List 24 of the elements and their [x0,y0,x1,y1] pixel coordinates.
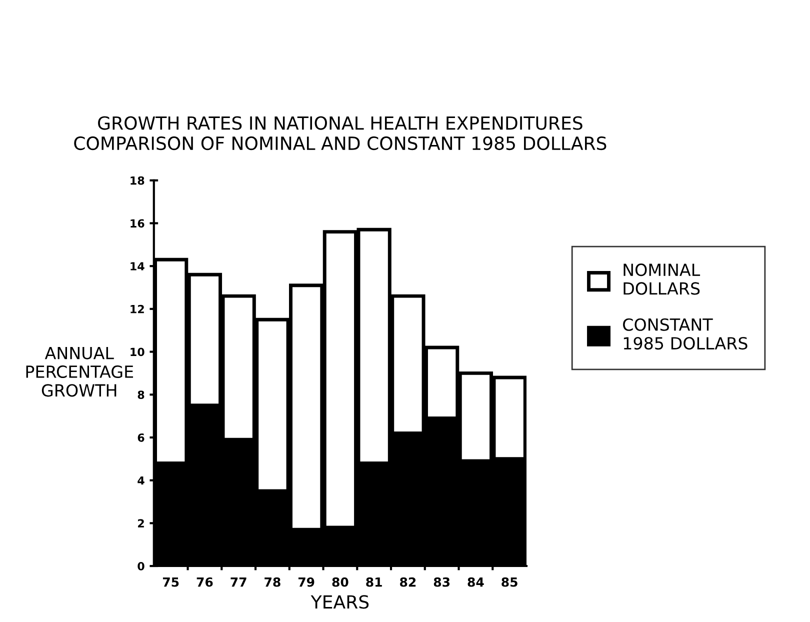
x-tick-label: 80 [332,577,348,587]
x-tick-label: 79 [298,577,314,587]
y-tick-label: 16 [130,219,144,228]
y-tick-label: 6 [138,433,144,442]
y-tick-label: 14 [130,262,144,270]
x-tick-label: 82 [400,577,416,587]
x-tick-label: 75 [162,578,179,587]
x-tick-label: 77 [230,578,246,587]
x-tick-label: 78 [264,577,280,587]
legend-label: NOMINAL DOLLARS [624,264,700,295]
y-tick-label: 8 [138,390,144,400]
y-tick-label: 0 [138,562,144,570]
x-axis-title: YEARS [310,595,369,609]
x-tick-label: 84 [468,577,484,587]
legend-label: CONSTANT 1985 DOLLARS [623,318,748,350]
x-tick-label: 83 [434,577,450,587]
chart-title: GROWTH RATES IN NATIONAL HEALTH EXPENDITURES COMPARISON OF NOMINAL AND CONSTANT 1985 DOLLARS [74,116,606,150]
y-tick-label: 2 [138,519,144,528]
x-tick-label: 76 [196,577,213,587]
x-tick-label: 81 [366,577,382,587]
y-tick-label: 12 [130,304,144,314]
y-tick-label: 18 [130,176,144,185]
y-tick-label: 4 [138,476,144,485]
x-tick-label: 85 [502,577,518,587]
